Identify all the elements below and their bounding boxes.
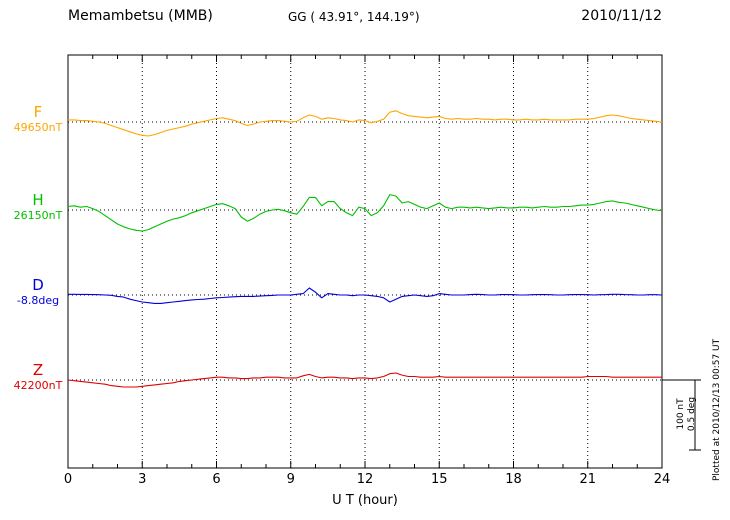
channel-h-labels: H 26150nT (10, 193, 66, 222)
scale-100nt-label: 100 nT (676, 398, 686, 430)
x-tick-label-9: 9 (286, 472, 295, 487)
scale-halfdeg-label: 0.5 deg (687, 396, 697, 432)
channel-f-label: F (33, 103, 43, 121)
coordinates-label: GG ( 43.91°, 144.19°) (288, 10, 420, 24)
channel-z-labels: Z 42200nT (10, 363, 66, 392)
x-axis-title: U T (hour) (332, 493, 398, 508)
x-tick-label-21: 21 (579, 472, 597, 487)
channel-d-labels: D -8.8deg (10, 278, 66, 307)
x-tick-label-3: 3 (138, 472, 147, 487)
channel-d-label: D (32, 276, 44, 294)
x-tick-label-6: 6 (212, 472, 221, 487)
x-tick-label-12: 12 (356, 472, 374, 487)
channel-h-label: H (32, 191, 44, 209)
date-label: 2010/11/12 (581, 8, 662, 24)
channel-f-labels: F 49650nT (10, 105, 66, 134)
x-tick-label-24: 24 (653, 472, 671, 487)
channel-z-baseline-value: 42200nT (13, 379, 63, 392)
channel-z-label: Z (32, 361, 44, 379)
x-tick-label-18: 18 (505, 472, 522, 487)
channel-d-baseline-value: -8.8deg (16, 294, 60, 307)
plotted-at-label: Plotted at 2010/12/13 00:57 UT (712, 338, 722, 481)
channel-h-baseline-value: 26150nT (13, 209, 63, 222)
channel-f-baseline-value: 49650nT (13, 121, 63, 134)
x-tick-label-15: 15 (430, 472, 448, 487)
station-title: Memambetsu (MMB) (68, 8, 213, 24)
x-tick-label-0: 0 (63, 472, 73, 487)
